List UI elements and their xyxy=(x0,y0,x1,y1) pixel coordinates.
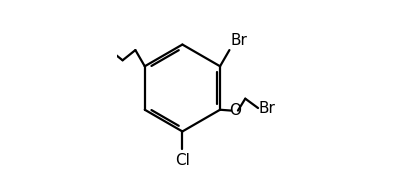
Text: Br: Br xyxy=(259,101,276,116)
Text: Br: Br xyxy=(230,33,247,48)
Text: Cl: Cl xyxy=(175,153,190,168)
Text: O: O xyxy=(229,103,241,118)
